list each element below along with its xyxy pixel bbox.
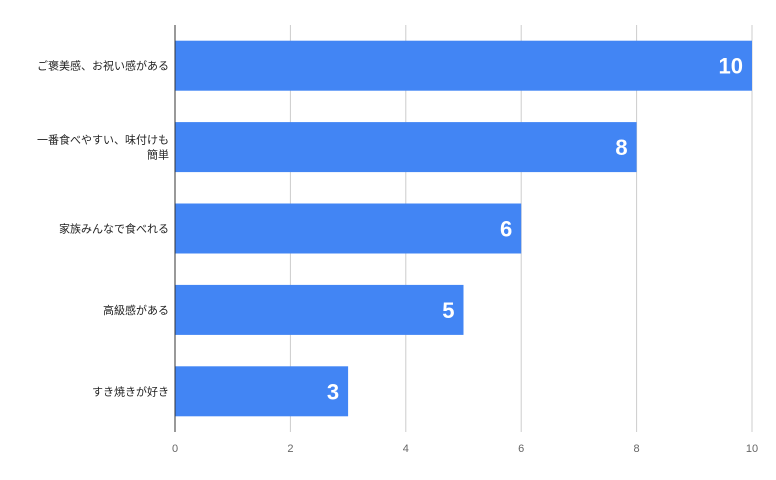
bar xyxy=(175,40,752,91)
bar-value-label: 5 xyxy=(442,298,454,323)
category-label: すき焼きが好き xyxy=(92,384,169,398)
bar xyxy=(175,122,637,173)
x-tick-label: 4 xyxy=(403,443,409,455)
x-tick-label: 0 xyxy=(172,443,178,455)
bar-value-label: 8 xyxy=(615,135,627,160)
x-tick-label: 2 xyxy=(287,443,293,455)
category-label: ご褒美感、お祝い感がある xyxy=(37,59,169,73)
bar xyxy=(175,284,464,335)
bar-value-label: 10 xyxy=(719,54,743,79)
x-tick-label: 8 xyxy=(634,443,640,455)
category-label: 高級感がある xyxy=(103,303,169,317)
category-label: 一番食べやすい、味付けも xyxy=(37,133,169,147)
x-tick-label: 10 xyxy=(746,443,758,455)
bar xyxy=(175,203,522,254)
x-tick-label: 6 xyxy=(518,443,524,455)
bar-value-label: 3 xyxy=(327,379,339,404)
bar-value-label: 6 xyxy=(500,217,512,242)
bar xyxy=(175,366,349,417)
bars xyxy=(175,40,752,417)
category-label: 家族みんなで食べれる xyxy=(59,222,169,236)
category-label: 簡単 xyxy=(147,148,169,162)
